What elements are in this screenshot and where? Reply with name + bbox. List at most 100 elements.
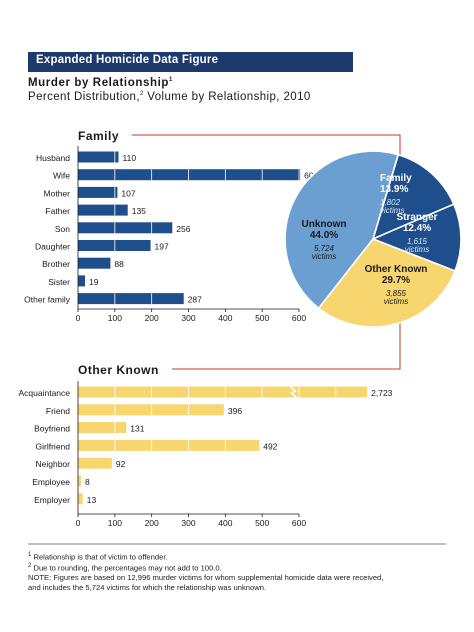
pie-label-name-stranger: Stranger bbox=[396, 212, 437, 223]
family-x-tick-label: 600 bbox=[292, 313, 306, 323]
other-known-category-label: Neighbor bbox=[36, 459, 71, 469]
pie-slice-stranger bbox=[370, 203, 462, 273]
other-known-value-label: 131 bbox=[130, 424, 144, 434]
other-known-value-label: 396 bbox=[228, 406, 242, 416]
family-value-label: 197 bbox=[155, 242, 169, 252]
pie-label-percent-stranger: 12.4% bbox=[403, 223, 431, 234]
family-bar bbox=[78, 204, 128, 216]
family-category-label: Brother bbox=[42, 259, 70, 269]
family-value-label: 110 bbox=[123, 153, 137, 163]
family-value-label: 107 bbox=[121, 188, 135, 198]
other-known-bar bbox=[78, 493, 83, 505]
other-known-category-label: Employer bbox=[34, 495, 70, 505]
pie-label-name-other-known: Other Known bbox=[365, 264, 428, 275]
family-bar bbox=[78, 293, 184, 305]
footnote-2: 2 Due to rounding, the percentages may n… bbox=[28, 562, 448, 573]
other-known-bar bbox=[78, 439, 260, 451]
family-section-title: Family bbox=[78, 129, 119, 143]
family-category-label: Daughter bbox=[35, 242, 70, 252]
footnote-text: Relationship is that of victim to offend… bbox=[31, 552, 168, 562]
footnote-text: and includes the 5,724 victims for which… bbox=[28, 582, 267, 592]
family-x-tick-label: 200 bbox=[145, 313, 159, 323]
footnote-mark: 2 bbox=[28, 563, 32, 570]
chart-subtitle-footnote-mark: 2 bbox=[139, 91, 144, 98]
footnote-mark: 1 bbox=[28, 552, 32, 558]
pie-label-unit-other-known: victims bbox=[384, 297, 408, 306]
family-x-tick-label: 400 bbox=[218, 313, 232, 323]
other-known-category-label: Girlfriend bbox=[36, 441, 71, 451]
other-known-x-tick-label: 300 bbox=[181, 518, 195, 528]
family-bar bbox=[78, 186, 118, 198]
pie-slice-other-known bbox=[317, 238, 457, 328]
family-x-tick-label: 100 bbox=[108, 313, 122, 323]
family-category-label: Sister bbox=[48, 277, 70, 287]
footnote-1: 1 Relationship is that of victim to offe… bbox=[28, 551, 448, 562]
family-bar bbox=[78, 169, 301, 181]
pie-label-count-other-known: 3,855 bbox=[386, 289, 407, 298]
chart-subtitle-post: Volume by Relationship, 2010 bbox=[143, 91, 311, 103]
other-known-axis-break-mark bbox=[289, 385, 298, 399]
family-bar bbox=[78, 240, 151, 251]
other-known-x-tick-label: 100 bbox=[108, 518, 122, 528]
family-value-label: 256 bbox=[176, 224, 190, 234]
chart-title-footnote-mark: 1 bbox=[169, 77, 173, 84]
family-x-tick-label: 0 bbox=[76, 313, 81, 323]
footnote-note: NOTE: Figures are based on 12,996 murder… bbox=[28, 573, 448, 583]
pie-label-percent-family: 13.9% bbox=[380, 184, 408, 195]
family-bar bbox=[78, 275, 85, 287]
other-known-x-tick-label: 600 bbox=[292, 518, 306, 528]
other-known-bar bbox=[78, 386, 368, 398]
other-known-value-label: 13 bbox=[87, 495, 97, 505]
other-known-x-tick-label: 0 bbox=[76, 518, 81, 528]
family-x-tick-label: 300 bbox=[181, 313, 195, 323]
family-bar bbox=[78, 222, 173, 234]
other-known-connector-line bbox=[172, 318, 401, 370]
family-value-label: 19 bbox=[89, 277, 99, 287]
other-known-value-label: 492 bbox=[263, 441, 277, 451]
family-bar bbox=[78, 257, 111, 269]
family-x-tick-label: 500 bbox=[255, 313, 269, 323]
chart-subtitle-pre: Percent Distribution, bbox=[28, 91, 140, 103]
footnote-note-continued: and includes the 5,724 victims for which… bbox=[28, 583, 448, 593]
other-known-x-tick-label: 400 bbox=[218, 518, 232, 528]
other-known-category-label: Boyfriend bbox=[34, 424, 70, 434]
family-category-label: Mother bbox=[44, 188, 71, 198]
pie-label-count-family: 1,802 bbox=[380, 198, 401, 207]
family-value-label: 287 bbox=[188, 295, 202, 305]
pie-slice-unknown bbox=[284, 150, 400, 310]
footnote-text: NOTE: Figures are based on 12,996 murder… bbox=[28, 573, 384, 583]
other-known-x-tick-label: 200 bbox=[145, 518, 159, 528]
other-known-value-label: 92 bbox=[116, 459, 126, 469]
family-value-label: 88 bbox=[114, 259, 124, 269]
pie-label-count-unknown: 5,724 bbox=[314, 244, 335, 253]
family-value-label: 135 bbox=[132, 206, 146, 216]
header-banner-title: Expanded Homicide Data Figure bbox=[36, 54, 219, 66]
family-category-label: Husband bbox=[36, 153, 70, 163]
pie-label-percent-unknown: 44.0% bbox=[310, 230, 338, 241]
family-bar bbox=[78, 151, 119, 163]
footnote-text: Due to rounding, the percentages may not… bbox=[31, 563, 222, 573]
family-category-label: Son bbox=[55, 224, 70, 234]
other-known-value-label: 8 bbox=[85, 477, 90, 487]
other-known-category-label: Acquaintance bbox=[18, 388, 70, 398]
other-known-value-label: 2,723 bbox=[371, 388, 393, 398]
chart-subtitle: Percent Distribution,2 Volume by Relatio… bbox=[28, 91, 311, 103]
pie-label-unit-family: victims bbox=[380, 206, 404, 215]
other-known-category-label: Employee bbox=[32, 477, 70, 487]
chart-title: Murder by Relationship1 bbox=[28, 77, 173, 89]
other-known-bar bbox=[78, 475, 81, 487]
chart-title-text: Murder by Relationship bbox=[28, 77, 169, 89]
other-known-section-title: Other Known bbox=[78, 363, 159, 377]
pie-label-name-family: Family bbox=[380, 173, 412, 184]
other-known-bar bbox=[78, 457, 112, 469]
pie-label-unit-unknown: victims bbox=[312, 252, 336, 261]
other-known-x-tick-label: 500 bbox=[255, 518, 269, 528]
family-category-label: Other family bbox=[24, 295, 71, 305]
other-known-bar bbox=[78, 404, 224, 416]
pie-label-percent-other-known: 29.7% bbox=[382, 275, 410, 286]
header-banner bbox=[28, 52, 353, 72]
pie-label-count-stranger: 1,615 bbox=[407, 237, 428, 246]
family-category-label: Father bbox=[45, 206, 70, 216]
pie-label-unit-stranger: victims bbox=[405, 245, 429, 254]
